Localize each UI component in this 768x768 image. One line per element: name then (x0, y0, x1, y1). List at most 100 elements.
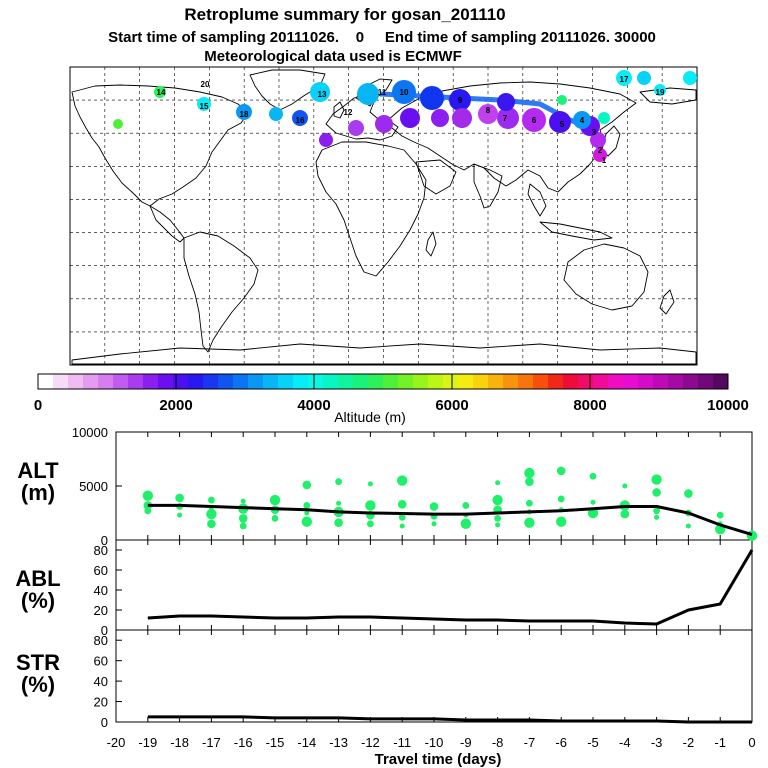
alt-cluster-point (142, 490, 153, 501)
alt-cluster-point (589, 472, 597, 480)
x-tick-label: -19 (138, 735, 157, 750)
cluster-marker (400, 108, 420, 128)
colorbar-cell (428, 374, 444, 389)
alt-cluster-point (462, 502, 470, 509)
colorbar-cell (158, 374, 174, 389)
str-panel-frame (115, 629, 753, 723)
trajectory-day-label: 11 (378, 88, 387, 97)
alt-cluster-point (206, 508, 217, 520)
cluster-marker (197, 97, 211, 111)
alt-cluster-point (238, 514, 248, 523)
alt-cluster-point (397, 500, 407, 509)
colorbar-cell (623, 374, 639, 389)
str-panel-title: STR (16, 650, 60, 675)
trajectory-day-label: 8 (486, 106, 491, 115)
trajectory-day-label: 5 (560, 120, 565, 129)
x-axis-title: Travel time (days) (375, 751, 502, 768)
cluster-marker (348, 120, 364, 136)
cluster-marker (683, 71, 697, 85)
colorbar-frame (37, 373, 729, 390)
trajectory-day-label: 14 (157, 88, 166, 97)
cluster-marker (497, 93, 515, 111)
trajectory-day-label: 17 (620, 75, 629, 84)
colorbar-tick-label: 4000 (297, 397, 330, 414)
cluster-marker (319, 133, 333, 147)
trajectory-day-label: 3 (592, 128, 597, 137)
abl-y-tick-label: 0 (101, 623, 108, 638)
trajectory-day-label: 20 (201, 80, 210, 89)
x-tick-label: -8 (492, 735, 504, 750)
x-tick-label: -14 (297, 735, 316, 750)
x-tick-label: -10 (425, 735, 444, 750)
str-series-line (147, 715, 752, 724)
alt-cluster-point (208, 496, 215, 504)
colorbar-tick-label: 0 (34, 397, 42, 414)
abl-y-tick-label: 40 (94, 583, 108, 598)
colorbar-cell (398, 374, 414, 389)
alt-cluster-point (365, 500, 376, 511)
alt-cluster-point (207, 519, 216, 529)
colorbar-cell (713, 374, 729, 389)
alt-cluster-point (495, 522, 501, 528)
cluster-marker (522, 108, 546, 132)
colorbar-cell (308, 374, 324, 389)
colorbar-cell (608, 374, 624, 389)
alt-cluster-point (175, 493, 184, 503)
colorbar-cell (368, 374, 384, 389)
cluster-marker (637, 71, 651, 85)
alt-cluster-point (335, 478, 342, 486)
colorbar-cell (668, 374, 684, 389)
abl-series-line (147, 549, 754, 626)
alt-cluster-point (492, 494, 503, 506)
alt-cluster-point (304, 510, 310, 516)
alt-cluster-point (557, 495, 565, 503)
alt-cluster-point (303, 502, 311, 509)
x-tick-label: -18 (170, 735, 189, 750)
alt-cluster-point (334, 518, 343, 528)
x-tick-label: -17 (202, 735, 221, 750)
x-tick-label: -15 (266, 735, 285, 750)
abl-y-tick-label: 80 (94, 543, 108, 558)
x-tick-label: -12 (361, 735, 380, 750)
alt-panel-title: ALT (17, 458, 59, 483)
alt-cluster-point (460, 518, 471, 529)
alt-cluster-point (587, 507, 599, 519)
cluster-marker (292, 110, 308, 126)
colorbar-tick-label: 2000 (159, 397, 192, 414)
x-tick-label: -5 (587, 735, 599, 750)
colorbar-cell (263, 374, 279, 389)
alt-cluster-point (652, 488, 661, 497)
trajectory-day-label: 10 (400, 88, 409, 97)
cluster-marker (449, 89, 471, 111)
colorbar-cell (128, 374, 144, 389)
alt-cluster-point (398, 513, 406, 521)
figure-title: Retroplume summary for gosan_201110 (184, 5, 505, 24)
colorbar-cell (113, 374, 129, 389)
alt-cluster-point (526, 499, 533, 507)
alt-cluster-point (495, 480, 501, 486)
colorbar-tick-label: 8000 (573, 397, 606, 414)
cluster-marker (549, 111, 571, 133)
colorbar-cell (638, 374, 654, 389)
str-y-tick-label: 20 (94, 695, 108, 710)
alt-cluster-point (367, 520, 374, 528)
colorbar-cell (578, 374, 594, 389)
str-y-tick-label: 60 (94, 654, 108, 669)
alt-cluster-point (525, 477, 534, 486)
colorbar-cell (548, 374, 564, 389)
alt-cluster-point (651, 474, 662, 485)
colorbar-cell (533, 374, 549, 389)
alt-cluster-point (301, 516, 312, 527)
alt-cluster-point (684, 489, 693, 498)
colorbar-cell (278, 374, 294, 389)
alt-cluster-point (620, 509, 630, 519)
trajectory-day-label: 18 (240, 110, 249, 119)
x-tick-label: -3 (651, 735, 663, 750)
colorbar-cell (473, 374, 489, 389)
alt-y-tick-label: 5000 (79, 479, 108, 494)
colorbar-cell (188, 374, 204, 389)
alt-cluster-point (271, 515, 279, 522)
colorbar-label: Altitude (m) (334, 409, 406, 425)
